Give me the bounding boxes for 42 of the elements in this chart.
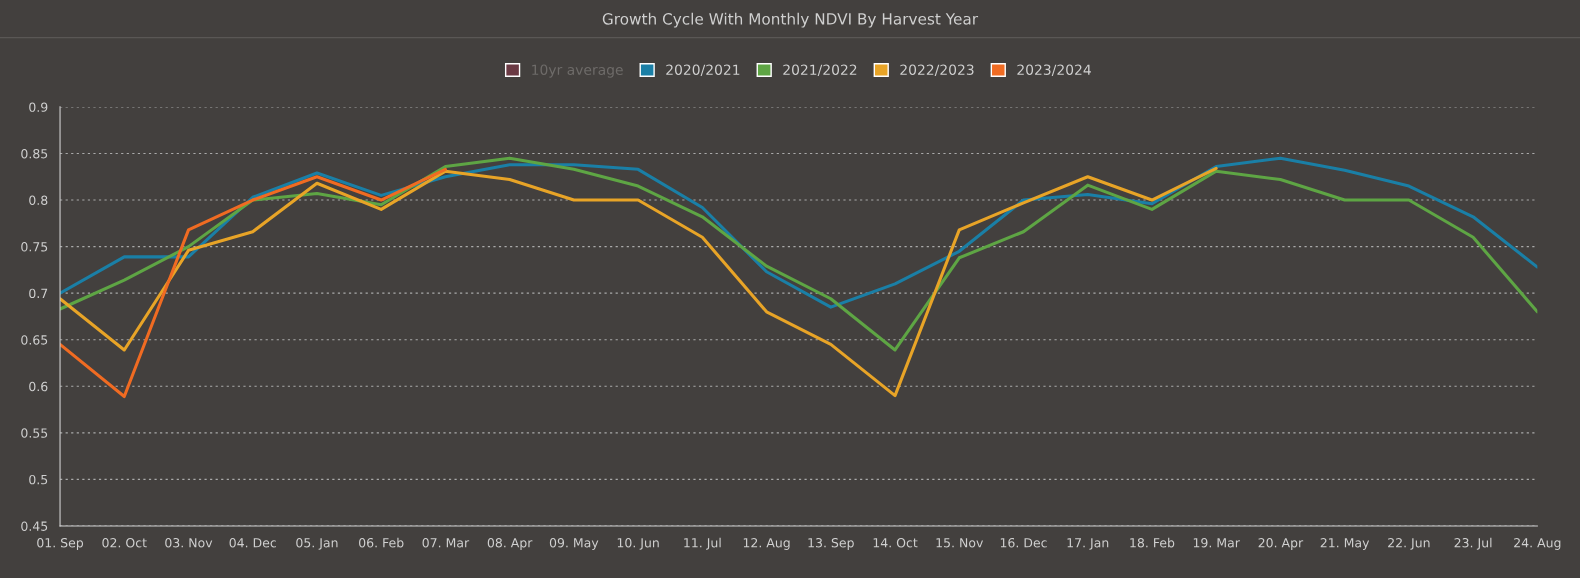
x-tick-label: 17. Jan (1067, 538, 1109, 550)
x-tick-label: 12. Aug (743, 538, 790, 550)
x-tick-label: 20. Apr (1258, 538, 1304, 550)
x-tick-label: 21. May (1320, 538, 1370, 550)
line-series (60, 167, 447, 399)
x-tick-label: 01. Sep (37, 538, 84, 550)
y-tick-label: 0.7 (29, 288, 48, 299)
y-tick-label: 0.65 (21, 335, 48, 345)
x-tick-label: 06. Feb (359, 537, 404, 548)
y-tick-label: 0.8 (29, 195, 48, 205)
x-tick-label: 10. Jun (617, 538, 659, 550)
x-tick-label: 23. Jul (1454, 537, 1492, 550)
line-series (60, 156, 1538, 352)
legend-label: 2021/2022 (783, 64, 857, 77)
line-series (60, 166, 1218, 398)
x-tick-label: 02. Oct (102, 538, 147, 548)
x-tick-label: 15. Nov (936, 538, 984, 548)
legend-label: 2020/2021 (666, 64, 740, 77)
x-tick-label: 22. Jun (1388, 538, 1430, 550)
x-tick-label: 24. Aug (1514, 538, 1561, 550)
y-tick-label: 0.85 (21, 148, 48, 159)
legend-label: 2023/2024 (1017, 64, 1091, 77)
y-tick-label: 0.6 (29, 381, 48, 392)
x-tick-label: 19. Mar (1193, 538, 1240, 548)
y-tick-label: 0.45 (21, 521, 48, 531)
x-tick-label: 03. Nov (165, 538, 213, 548)
chart-title: Growth Cycle With Monthly NDVI By Harvest Year (602, 12, 979, 28)
x-tick-label: 11. Jul (684, 537, 721, 550)
x-tick-label: 08. Apr (487, 538, 533, 550)
x-tick-label: 07. Mar (422, 538, 470, 548)
x-tick-label: 09. May (549, 538, 599, 550)
y-tick-label: 0.9 (29, 102, 48, 112)
x-tick-label: 04. Dec (229, 538, 276, 548)
y-tick-label: 0.5 (29, 474, 48, 485)
y-tick-label: 0.75 (21, 242, 48, 252)
x-tick-label: 14. Oct (873, 538, 918, 548)
legend-label: 2022/2023 (900, 64, 974, 77)
x-tick-label: 05. Jan (296, 538, 338, 550)
x-tick-label: 16. Dec (1000, 538, 1047, 548)
x-tick-label: 13. Sep (808, 538, 854, 550)
y-tick-label: 0.55 (21, 428, 48, 438)
x-tick-label: 18. Feb (1130, 537, 1175, 548)
